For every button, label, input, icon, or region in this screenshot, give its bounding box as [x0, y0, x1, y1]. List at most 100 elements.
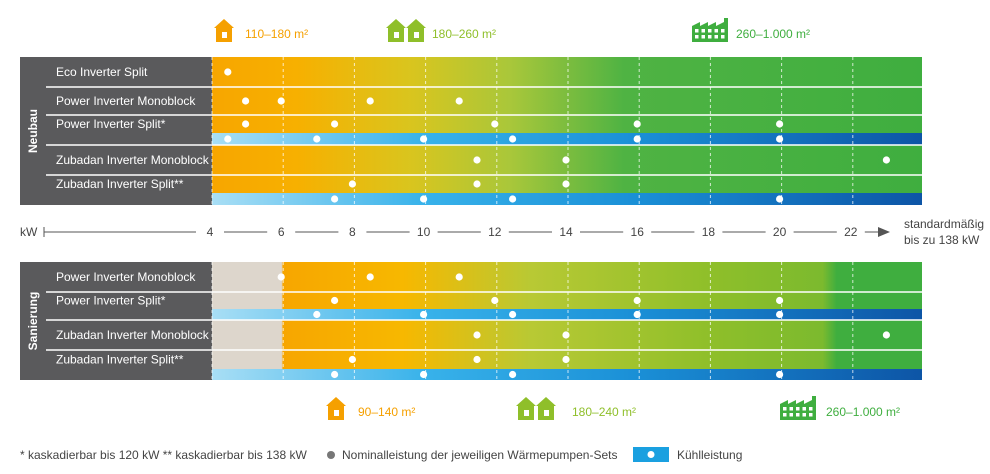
bottom-area-icons: 90–140 m² 180–240 m² 260–1.000 m² [326, 396, 900, 420]
axis-end-label-1: standardmäßig [904, 217, 984, 231]
cooling-point [776, 195, 784, 203]
x-tick-label: 6 [278, 225, 285, 239]
points-layer [224, 68, 891, 379]
nominal-point [473, 156, 481, 164]
cooling-point [508, 195, 517, 203]
x-tick-label: 8 [349, 225, 356, 239]
nominal-point [242, 97, 250, 105]
neubau-sidebar [20, 57, 46, 205]
cooling-point [420, 195, 428, 203]
nominal-point [776, 296, 784, 305]
x-tick-label: 14 [559, 225, 573, 239]
row-label: Zubadan Inverter Split** [56, 177, 184, 191]
sanierung-sidebar [20, 262, 46, 380]
cooling-point [420, 135, 428, 143]
cooling-point [776, 310, 784, 319]
neubau-label: Neubau [26, 109, 40, 153]
factory-icon [692, 18, 728, 42]
neubau-plot-area [212, 57, 922, 205]
area-label: 260–1.000 m² [736, 27, 810, 41]
cooling-point [224, 135, 232, 143]
legend-cooling-dot [647, 451, 655, 458]
nominal-point [633, 296, 641, 305]
legend-nominal-label: Nominalleistung der jeweiligen Wärmepump… [342, 448, 617, 462]
nominal-point [331, 296, 339, 305]
double-house-icon [386, 19, 426, 42]
row-label: Zubadan Inverter Monoblock [56, 328, 210, 342]
area-label: 260–1.000 m² [826, 405, 900, 419]
nominal-point [562, 180, 570, 188]
cooling-point [508, 310, 517, 319]
nominal-point [633, 120, 641, 128]
area-label: 90–140 m² [358, 405, 415, 419]
nominal-point [776, 120, 784, 128]
cooling-point [633, 310, 641, 319]
cooling-point [633, 135, 641, 143]
x-tick-label: 10 [417, 225, 431, 239]
cooling-point [508, 135, 517, 143]
x-tick-label: 16 [631, 225, 645, 239]
neubau-label-panel [46, 57, 212, 205]
nominal-point [562, 156, 570, 164]
nominal-point [491, 120, 499, 128]
cooling-band [212, 309, 922, 320]
nominal-point [277, 97, 285, 105]
nominal-point [331, 120, 339, 128]
legend-nominal-dot [327, 451, 335, 459]
cooling-band [212, 369, 922, 380]
axis-end-label-2: bis zu 138 kW [904, 233, 980, 247]
nominal-point [277, 273, 285, 281]
cooling-point [420, 370, 428, 379]
cooling-point [776, 135, 784, 143]
x-tick-label: 20 [773, 225, 787, 239]
row-label: Eco Inverter Split [56, 65, 148, 79]
cooling-point [331, 370, 339, 379]
double-house-icon [516, 397, 556, 420]
legend-cooling-label: Kühlleistung [677, 448, 742, 462]
area-label: 110–180 m² [245, 27, 308, 41]
cooling-band [212, 193, 922, 205]
axis-arrow [878, 227, 890, 237]
nominal-point [455, 97, 463, 105]
x-axis-label: kW [20, 225, 38, 239]
nominal-point [473, 180, 481, 188]
nominal-point [562, 355, 570, 364]
nominal-point [491, 296, 499, 305]
area-label: 180–260 m² [432, 27, 496, 41]
x-tick-label: 22 [844, 225, 858, 239]
row-label: Power Inverter Monoblock [56, 270, 196, 284]
sanierung-label-panel [46, 262, 212, 380]
row-label: Power Inverter Split* [56, 117, 166, 131]
cooling-point [313, 135, 321, 143]
x-axis: 4 6 8 10 12 14 16 18 20 22 [43, 225, 890, 239]
cooling-point [776, 370, 784, 379]
cooling-point [420, 310, 428, 319]
nominal-point [882, 331, 891, 339]
cooling-point [331, 195, 339, 203]
nominal-point [348, 355, 356, 364]
cooling-point [508, 370, 517, 379]
row-label: Zubadan Inverter Split** [56, 353, 184, 367]
top-area-icons: 110–180 m² 180–260 m² 260–1.000 m² [214, 18, 810, 42]
house-icon [214, 19, 234, 42]
row-label: Power Inverter Split* [56, 294, 166, 308]
nominal-point [242, 120, 250, 128]
cooling-point [313, 310, 321, 319]
nominal-point [366, 273, 374, 281]
sanierung-label: Sanierung [26, 292, 40, 351]
nominal-point [224, 68, 232, 76]
x-tick-label: 4 [207, 225, 214, 239]
nominal-point [473, 355, 481, 364]
factory-icon [780, 396, 816, 420]
nominal-point [562, 331, 570, 339]
nominal-point [473, 331, 481, 339]
house-icon [326, 397, 346, 420]
grid-layer [46, 57, 922, 380]
row-layer: Eco Inverter Split Power Inverter Monoblo… [56, 65, 922, 380]
nominal-point [455, 273, 463, 281]
area-label: 180–240 m² [572, 405, 636, 419]
nominal-point [366, 97, 374, 105]
cooling-band [212, 133, 922, 145]
row-label: Zubadan Inverter Monoblock [56, 153, 210, 167]
